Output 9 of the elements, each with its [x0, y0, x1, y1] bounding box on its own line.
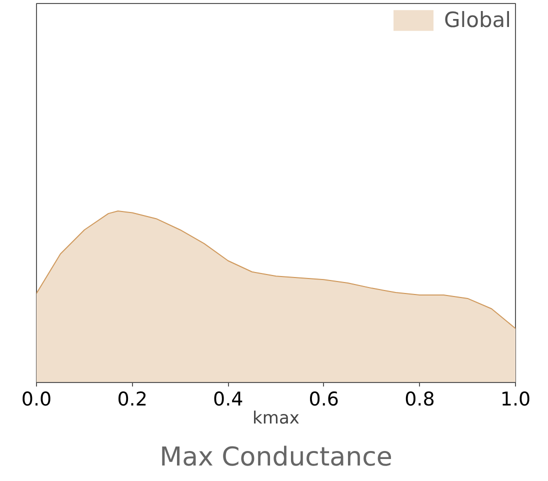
- x-tick-label: 0.4: [212, 388, 244, 410]
- x-tick-label: 0.8: [404, 388, 435, 410]
- x-tick-label: 0.6: [308, 388, 340, 410]
- x-tick-label: 0.2: [117, 388, 148, 410]
- x-tick-label: 0.0: [21, 388, 52, 410]
- x-axis-title: kmax: [252, 408, 300, 428]
- legend-label: Global: [444, 8, 511, 32]
- text: Max Conductance: [160, 442, 392, 472]
- x-tick-label: 1.0: [500, 388, 531, 410]
